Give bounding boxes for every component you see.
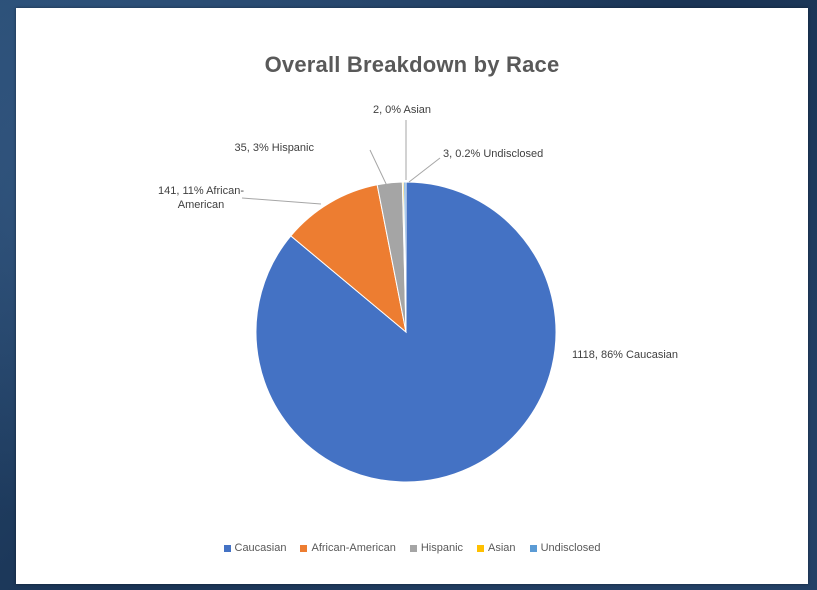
- legend-item: Undisclosed: [529, 542, 601, 554]
- legend-swatch: [300, 544, 308, 552]
- data-label: 1118, 86% Caucasian: [572, 349, 678, 361]
- chart-card: Overall Breakdown by Race 1118, 86% Cauc…: [16, 8, 808, 584]
- legend-item: African-American: [300, 542, 396, 554]
- legend-label: Caucasian: [234, 542, 287, 554]
- leader-lines: [241, 120, 441, 205]
- pie-slices: [255, 181, 557, 483]
- pie-chart: 1118, 86% Caucasian 141, 11% African-Amer…: [158, 104, 678, 483]
- leader-line: [369, 149, 389, 189]
- pie-slice-african-american: [290, 184, 407, 334]
- legend-label: African-American: [311, 542, 396, 554]
- leader-line: [408, 157, 441, 183]
- data-label: 35, 3% Hispanic: [235, 142, 315, 154]
- legend-swatch: [409, 544, 417, 552]
- chart-legend: Caucasian African-American Hispanic Asian Un…: [16, 542, 808, 554]
- legend-item: Caucasian: [223, 542, 287, 554]
- legend-item: Hispanic: [409, 542, 464, 554]
- legend-swatch: [477, 544, 485, 552]
- data-label: 3, 0.2% Undisclosed: [443, 148, 543, 160]
- legend-label: Hispanic: [420, 542, 464, 554]
- legend-swatch: [529, 544, 537, 552]
- legend-swatch: [223, 544, 231, 552]
- data-label: 141, 11% African-American: [158, 185, 244, 211]
- data-label: 2, 0% Asian: [373, 104, 431, 116]
- data-labels: 1118, 86% Caucasian 141, 11% African-Amer…: [158, 104, 678, 361]
- pie-slice-undisclosed: [403, 181, 407, 333]
- legend-item: Asian: [477, 542, 516, 554]
- legend-label: Undisclosed: [540, 542, 601, 554]
- leader-line: [241, 197, 322, 205]
- chart-title: Overall Breakdown by Race: [264, 52, 560, 77]
- legend-label: Asian: [488, 542, 516, 554]
